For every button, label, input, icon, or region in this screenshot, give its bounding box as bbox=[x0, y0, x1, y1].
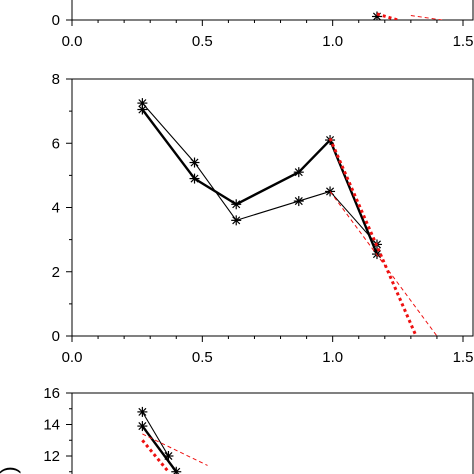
series-line bbox=[141, 411, 169, 457]
series-line bbox=[376, 12, 399, 20]
series-group bbox=[371, 11, 443, 20]
series-line bbox=[329, 191, 438, 336]
star-marker bbox=[231, 199, 242, 210]
star-marker bbox=[137, 421, 148, 432]
x-tick-label: 0.0 bbox=[62, 33, 83, 50]
series-line bbox=[410, 15, 443, 20]
y-tick-label: 8 bbox=[52, 71, 60, 88]
series-line bbox=[141, 425, 178, 473]
x-tick-label: 0.5 bbox=[192, 349, 213, 366]
star-marker bbox=[371, 11, 382, 20]
series-group bbox=[137, 406, 208, 474]
x-tick-label: 1.5 bbox=[453, 349, 474, 366]
star-marker bbox=[171, 466, 182, 474]
y-tick-label: 12 bbox=[43, 448, 60, 465]
plot-frame bbox=[71, 0, 474, 21]
x-tick-label: 0.5 bbox=[192, 33, 213, 50]
plot-frame bbox=[71, 78, 474, 337]
star-marker bbox=[293, 196, 304, 207]
star-marker bbox=[189, 173, 200, 184]
star-marker bbox=[189, 157, 200, 168]
x-tick-label: 1.0 bbox=[322, 33, 343, 50]
y-tick-label: 2 bbox=[52, 264, 60, 281]
x-tick-label: 1.5 bbox=[453, 33, 474, 50]
series-line bbox=[141, 102, 378, 245]
y-tick-label: 14 bbox=[43, 417, 60, 434]
series-line bbox=[328, 137, 418, 336]
panel-bottom: 16 14 12 bbox=[43, 385, 474, 474]
y-tick-label: 6 bbox=[52, 135, 60, 152]
panel-middle: 0.0 0.5 1.0 1.5 0 2 4 6 8 bbox=[52, 71, 474, 366]
star-marker bbox=[137, 98, 148, 109]
panel-top: 0.0 0.5 1.0 1.5 0 bbox=[52, 0, 474, 50]
y-axis-label-fragment: ) bbox=[0, 466, 21, 473]
star-marker bbox=[137, 406, 148, 417]
series-line bbox=[142, 433, 208, 466]
y-tick-label: 0 bbox=[52, 328, 60, 345]
x-tick-label: 0.0 bbox=[62, 349, 83, 366]
plot-frame bbox=[71, 392, 474, 474]
series-group bbox=[137, 98, 438, 336]
y-tick-label: 16 bbox=[43, 385, 60, 402]
series-line bbox=[141, 108, 379, 255]
y-tick-label: 4 bbox=[52, 200, 60, 217]
series-line bbox=[141, 439, 170, 473]
star-marker bbox=[231, 215, 242, 226]
y-tick-label: 0 bbox=[52, 12, 60, 29]
x-tick-label: 1.0 bbox=[322, 349, 343, 366]
star-marker bbox=[293, 167, 304, 178]
